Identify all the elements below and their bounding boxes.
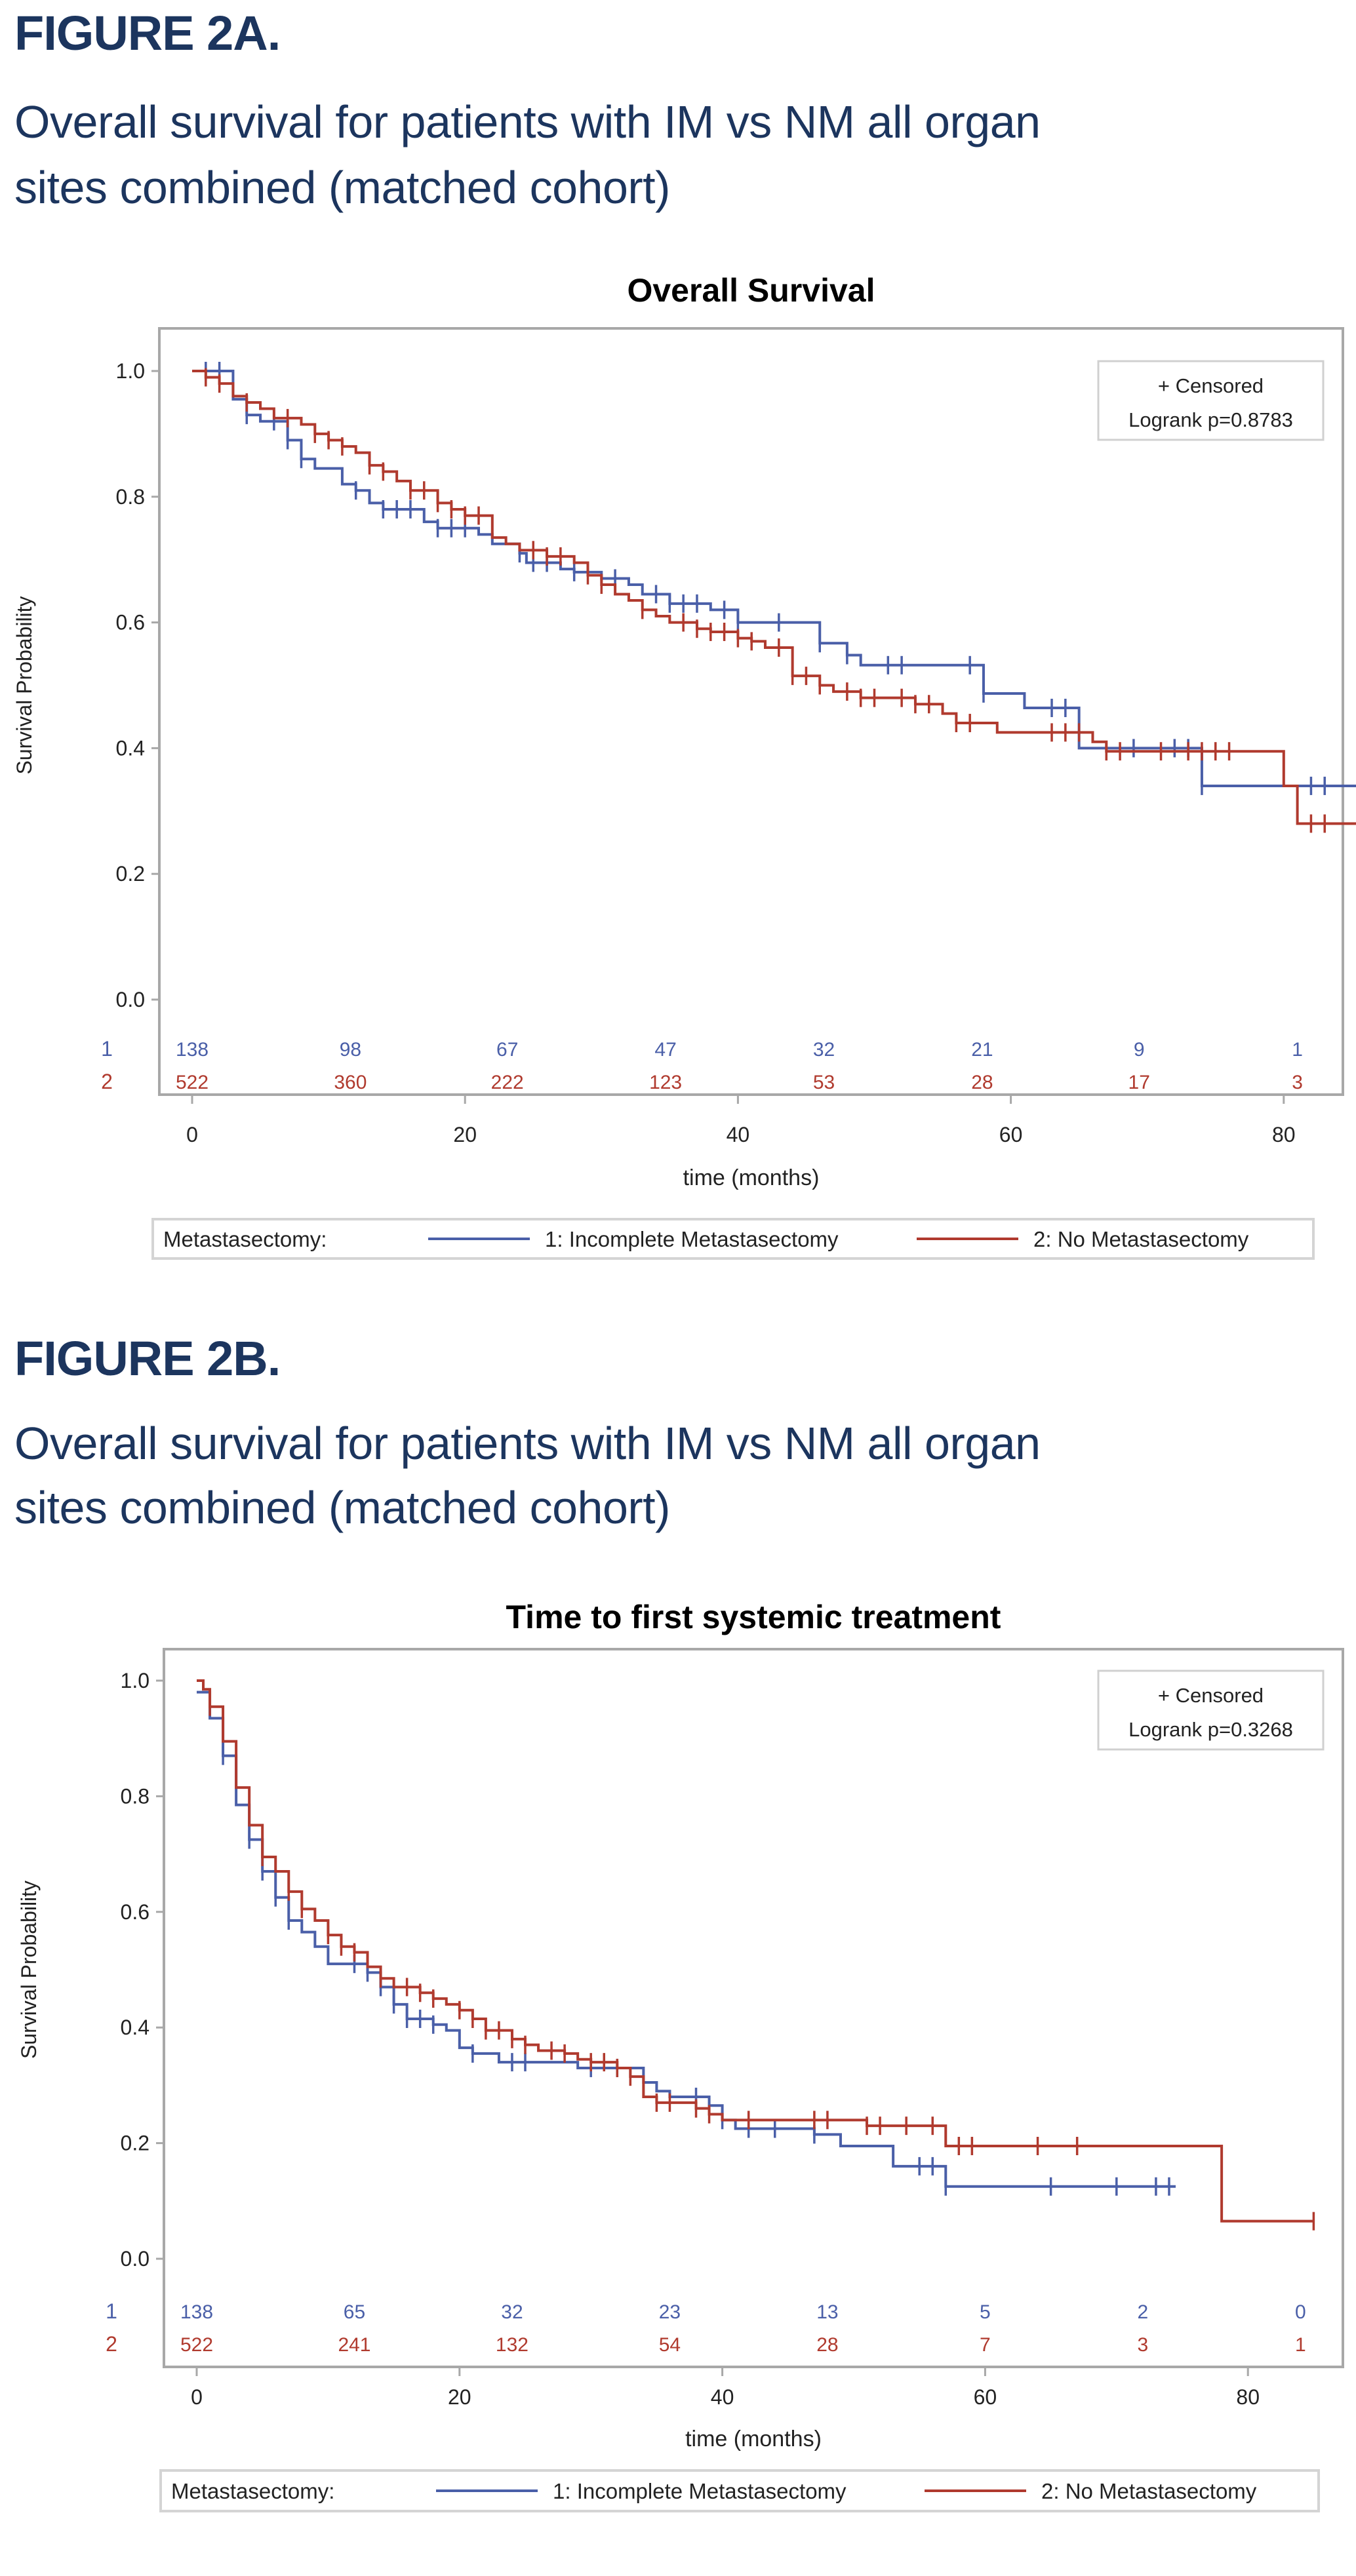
at-risk-row-label-2: 2 xyxy=(101,1070,113,1093)
x-tick-label: 20 xyxy=(448,2385,471,2409)
at-risk-count-group-1: 138 xyxy=(180,2301,213,2323)
at-risk-count-group-2: 53 xyxy=(813,1072,835,1093)
km-curve-group-1 xyxy=(192,370,1356,787)
y-tick-label: 0.8 xyxy=(116,485,145,509)
x-tick-label: 0 xyxy=(191,2385,203,2409)
at-risk-count-group-1: 23 xyxy=(659,2301,681,2323)
y-axis-label: Survival Probability xyxy=(12,596,36,774)
x-tick-label: 40 xyxy=(727,1123,750,1146)
at-risk-count-group-2: 54 xyxy=(659,2334,681,2356)
at-risk-count-group-1: 5 xyxy=(980,2301,991,2323)
at-risk-count-group-2: 522 xyxy=(180,2334,213,2356)
at-risk-row-label-1: 1 xyxy=(106,2299,117,2323)
figure-2a-label: FIGURE 2A. xyxy=(14,6,281,60)
at-risk-count-group-1: 98 xyxy=(340,1039,361,1061)
inset-box xyxy=(1097,360,1325,441)
y-tick-label: 0.6 xyxy=(121,1900,150,1924)
at-risk-row-label-2: 2 xyxy=(106,2332,117,2356)
y-axis-label: Survival Probability xyxy=(17,1881,41,2059)
legend-label-group-1: 1: Incomplete Metastasectomy xyxy=(553,2479,847,2503)
legend-title: Metastasectomy: xyxy=(171,2479,334,2503)
at-risk-count-group-1: 65 xyxy=(344,2301,365,2323)
x-tick-label: 60 xyxy=(974,2385,997,2409)
at-risk-count-group-2: 17 xyxy=(1128,1072,1150,1093)
figure-2b-subtitle-line1: Overall survival for patients with IM vs… xyxy=(14,1418,1041,1469)
at-risk-count-group-1: 13 xyxy=(816,2301,838,2323)
logrank-p-value: Logrank p=0.8783 xyxy=(1128,408,1293,431)
at-risk-count-group-2: 3 xyxy=(1292,1072,1303,1093)
y-tick-label: 1.0 xyxy=(116,359,145,383)
at-risk-count-group-2: 28 xyxy=(971,1072,993,1093)
x-tick-label: 20 xyxy=(453,1123,477,1146)
figure-2b-subtitle-line2: sites combined (matched cohort) xyxy=(14,1482,670,1533)
at-risk-count-group-1: 2 xyxy=(1138,2301,1149,2323)
at-risk-count-group-1: 32 xyxy=(501,2301,523,2323)
at-risk-count-group-2: 28 xyxy=(816,2334,838,2356)
at-risk-count-group-1: 21 xyxy=(971,1039,993,1061)
logrank-p-value: Logrank p=0.3268 xyxy=(1128,1718,1293,1741)
y-tick-label: 0.2 xyxy=(121,2132,150,2155)
plot-frame xyxy=(163,1648,1344,2368)
x-tick-label: 40 xyxy=(711,2385,734,2409)
at-risk-count-group-2: 241 xyxy=(338,2334,370,2356)
at-risk-count-group-2: 360 xyxy=(334,1072,367,1093)
censored-legend-label: + Censored xyxy=(1158,1684,1264,1707)
at-risk-row-label-1: 1 xyxy=(101,1037,113,1061)
y-tick-label: 0.6 xyxy=(116,611,145,634)
x-axis-label: time (months) xyxy=(685,2427,822,2451)
at-risk-count-group-1: 1 xyxy=(1292,1039,1303,1061)
km-curve-group-2 xyxy=(197,1679,1314,2223)
legend-label-group-2: 2: No Metastasectomy xyxy=(1041,2479,1257,2503)
at-risk-count-group-2: 1 xyxy=(1295,2334,1306,2356)
y-tick-label: 0.0 xyxy=(116,988,145,1011)
chart-title: Time to first systemic treatment xyxy=(506,1599,1001,1635)
at-risk-count-group-1: 0 xyxy=(1295,2301,1306,2323)
at-risk-count-group-2: 522 xyxy=(176,1072,209,1093)
at-risk-count-group-2: 7 xyxy=(980,2334,991,2356)
figure-2b-label: FIGURE 2B. xyxy=(14,1331,281,1386)
at-risk-count-group-1: 32 xyxy=(813,1039,835,1061)
y-tick-label: 0.0 xyxy=(121,2247,150,2271)
legend-box xyxy=(151,1218,1315,1260)
at-risk-count-group-2: 123 xyxy=(649,1072,682,1093)
figure-2a-subtitle-line1: Overall survival for patients with IM vs… xyxy=(14,96,1041,147)
at-risk-count-group-2: 3 xyxy=(1138,2334,1149,2356)
y-tick-label: 1.0 xyxy=(121,1669,150,1692)
legend-box xyxy=(159,2469,1320,2512)
legend-title: Metastasectomy: xyxy=(163,1227,327,1251)
at-risk-count-group-2: 222 xyxy=(491,1072,524,1093)
at-risk-count-group-2: 132 xyxy=(496,2334,528,2356)
at-risk-count-group-1: 67 xyxy=(496,1039,518,1061)
y-tick-label: 0.4 xyxy=(121,2016,150,2039)
at-risk-count-group-1: 138 xyxy=(176,1039,209,1061)
x-tick-label: 0 xyxy=(186,1123,198,1146)
inset-box xyxy=(1097,1669,1325,1751)
overall-survival-chart: Overall Survival 0.0 0.2 0.4 0.6 0.8 1.0 Surviv… xyxy=(12,272,1356,1260)
legend-label-group-2: 2: No Metastasectomy xyxy=(1033,1227,1249,1251)
chart-title: Overall Survival xyxy=(627,272,875,309)
km-curve-group-1 xyxy=(197,1690,1176,2188)
y-tick-label: 0.4 xyxy=(116,736,145,760)
x-tick-label: 80 xyxy=(1236,2385,1260,2409)
x-tick-label: 80 xyxy=(1272,1123,1296,1146)
x-tick-label: 60 xyxy=(999,1123,1023,1146)
censored-legend-label: + Censored xyxy=(1158,374,1264,397)
at-risk-count-group-1: 9 xyxy=(1134,1039,1145,1061)
at-risk-count-group-1: 47 xyxy=(654,1039,676,1061)
figure-2a-subtitle-line2: sites combined (matched cohort) xyxy=(14,162,670,213)
y-tick-label: 0.2 xyxy=(116,862,145,886)
x-axis-label: time (months) xyxy=(683,1165,820,1190)
plot-frame xyxy=(158,327,1344,1096)
y-tick-label: 0.8 xyxy=(121,1784,150,1808)
legend-label-group-1: 1: Incomplete Metastasectomy xyxy=(545,1227,839,1251)
